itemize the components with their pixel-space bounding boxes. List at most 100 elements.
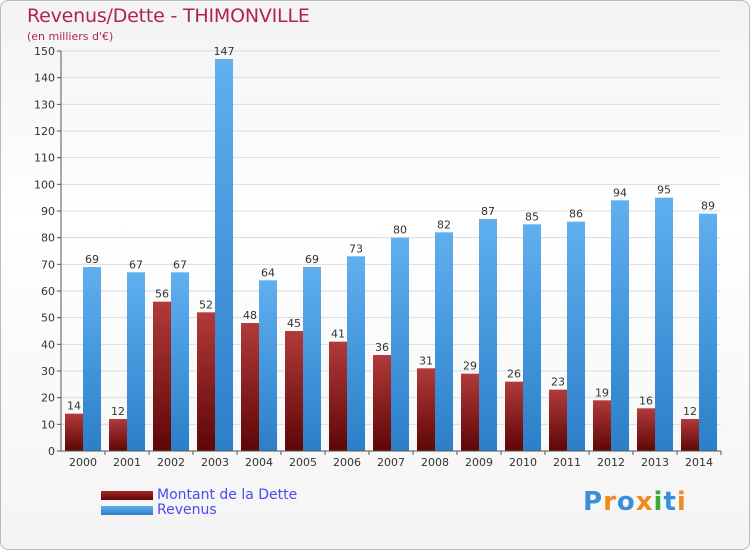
data-label-dette: 45 [287,317,301,330]
data-label-dette: 29 [463,360,477,373]
legend-item-revenus: Revenus [101,502,217,518]
y-tick-label: 100 [34,178,55,191]
x-tick-label: 2014 [685,456,713,469]
data-label-revenus: 67 [173,258,187,271]
data-label-dette: 52 [199,298,213,311]
data-label-revenus: 82 [437,218,451,231]
y-tick-label: 30 [41,365,55,378]
x-tick-label: 2004 [245,456,273,469]
y-tick-label: 50 [41,312,55,325]
x-tick-label: 2010 [509,456,537,469]
bar-revenus [391,237,409,451]
bar-revenus [479,219,497,451]
logo-letter: t [663,487,677,517]
legend-label-dette: Montant de la Dette [157,487,298,503]
bar-revenus [303,267,321,451]
data-label-revenus: 85 [525,210,539,223]
y-tick-label: 10 [41,418,55,431]
bar-revenus [215,59,233,451]
data-label-revenus: 87 [481,205,495,218]
bar-dette [285,331,303,451]
bar-revenus [127,272,145,451]
data-label-dette: 19 [595,386,609,399]
bar-dette [681,419,699,451]
data-label-dette: 26 [507,368,521,381]
logo-letter: i [676,487,687,517]
y-tick-label: 90 [41,205,55,218]
y-tick-label: 110 [34,152,55,165]
logo-letter: o [616,487,636,517]
bar-dette [505,381,523,451]
bar-dette [373,355,391,451]
y-tick-label: 140 [34,72,55,85]
data-label-revenus: 86 [569,208,583,221]
bar-dette [461,373,479,451]
bar-dette [197,312,215,451]
data-label-dette: 56 [155,288,169,301]
data-label-revenus: 95 [657,184,671,197]
x-tick-label: 2002 [157,456,185,469]
x-tick-label: 2001 [113,456,141,469]
x-tick-label: 2012 [597,456,625,469]
bar-dette [241,323,259,451]
legend-item-dette: Montant de la Dette [101,487,297,503]
data-label-dette: 36 [375,341,389,354]
logo-letter: r [603,487,617,517]
logo-letter: i [653,487,664,517]
x-tick-label: 2005 [289,456,317,469]
data-label-revenus: 147 [214,45,235,58]
bar-dette [637,408,655,451]
bar-dette [65,413,83,451]
data-label-dette: 48 [243,309,257,322]
data-label-dette: 12 [111,405,125,418]
data-label-revenus: 89 [701,200,715,213]
bar-revenus [83,267,101,451]
x-tick-label: 2013 [641,456,669,469]
bar-revenus [171,272,189,451]
bar-revenus [655,197,673,451]
data-label-revenus: 64 [261,266,275,279]
data-label-dette: 41 [331,328,345,341]
y-tick-label: 120 [34,125,55,138]
bar-revenus [567,221,585,451]
bar-revenus [259,280,277,451]
data-label-dette: 16 [639,394,653,407]
bar-dette [153,301,171,451]
logo-letter: P [583,487,604,517]
bar-dette [593,400,611,451]
y-tick-label: 70 [41,258,55,271]
chart-title: Revenus/Dette - THIMONVILLE [27,5,310,27]
proxiti-logo: Proxiti [583,487,687,517]
y-tick-label: 40 [41,338,55,351]
x-tick-label: 2008 [421,456,449,469]
logo-letter: x [635,487,654,517]
bar-revenus [611,200,629,451]
x-tick-label: 2000 [69,456,97,469]
legend-label-revenus: Revenus [157,502,217,518]
bar-revenus [347,256,365,451]
data-label-revenus: 80 [393,224,407,237]
x-tick-label: 2009 [465,456,493,469]
x-tick-label: 2011 [553,456,581,469]
bar-dette [109,419,127,451]
chart-subtitle: (en milliers d'€) [27,30,114,43]
y-tick-label: 60 [41,285,55,298]
legend-swatch-dette [101,490,153,500]
bar-dette [549,389,567,451]
data-label-revenus: 69 [305,253,319,266]
y-tick-label: 20 [41,392,55,405]
bar-dette [417,368,435,451]
data-label-revenus: 73 [349,242,363,255]
bar-revenus [435,232,453,451]
x-tick-label: 2003 [201,456,229,469]
bar-dette [329,341,347,451]
y-tick-label: 150 [34,45,55,58]
x-tick-label: 2006 [333,456,361,469]
data-label-dette: 31 [419,354,433,367]
data-label-dette: 14 [67,400,81,413]
y-tick-label: 130 [34,98,55,111]
bar-revenus [699,213,717,451]
data-label-revenus: 67 [129,258,143,271]
